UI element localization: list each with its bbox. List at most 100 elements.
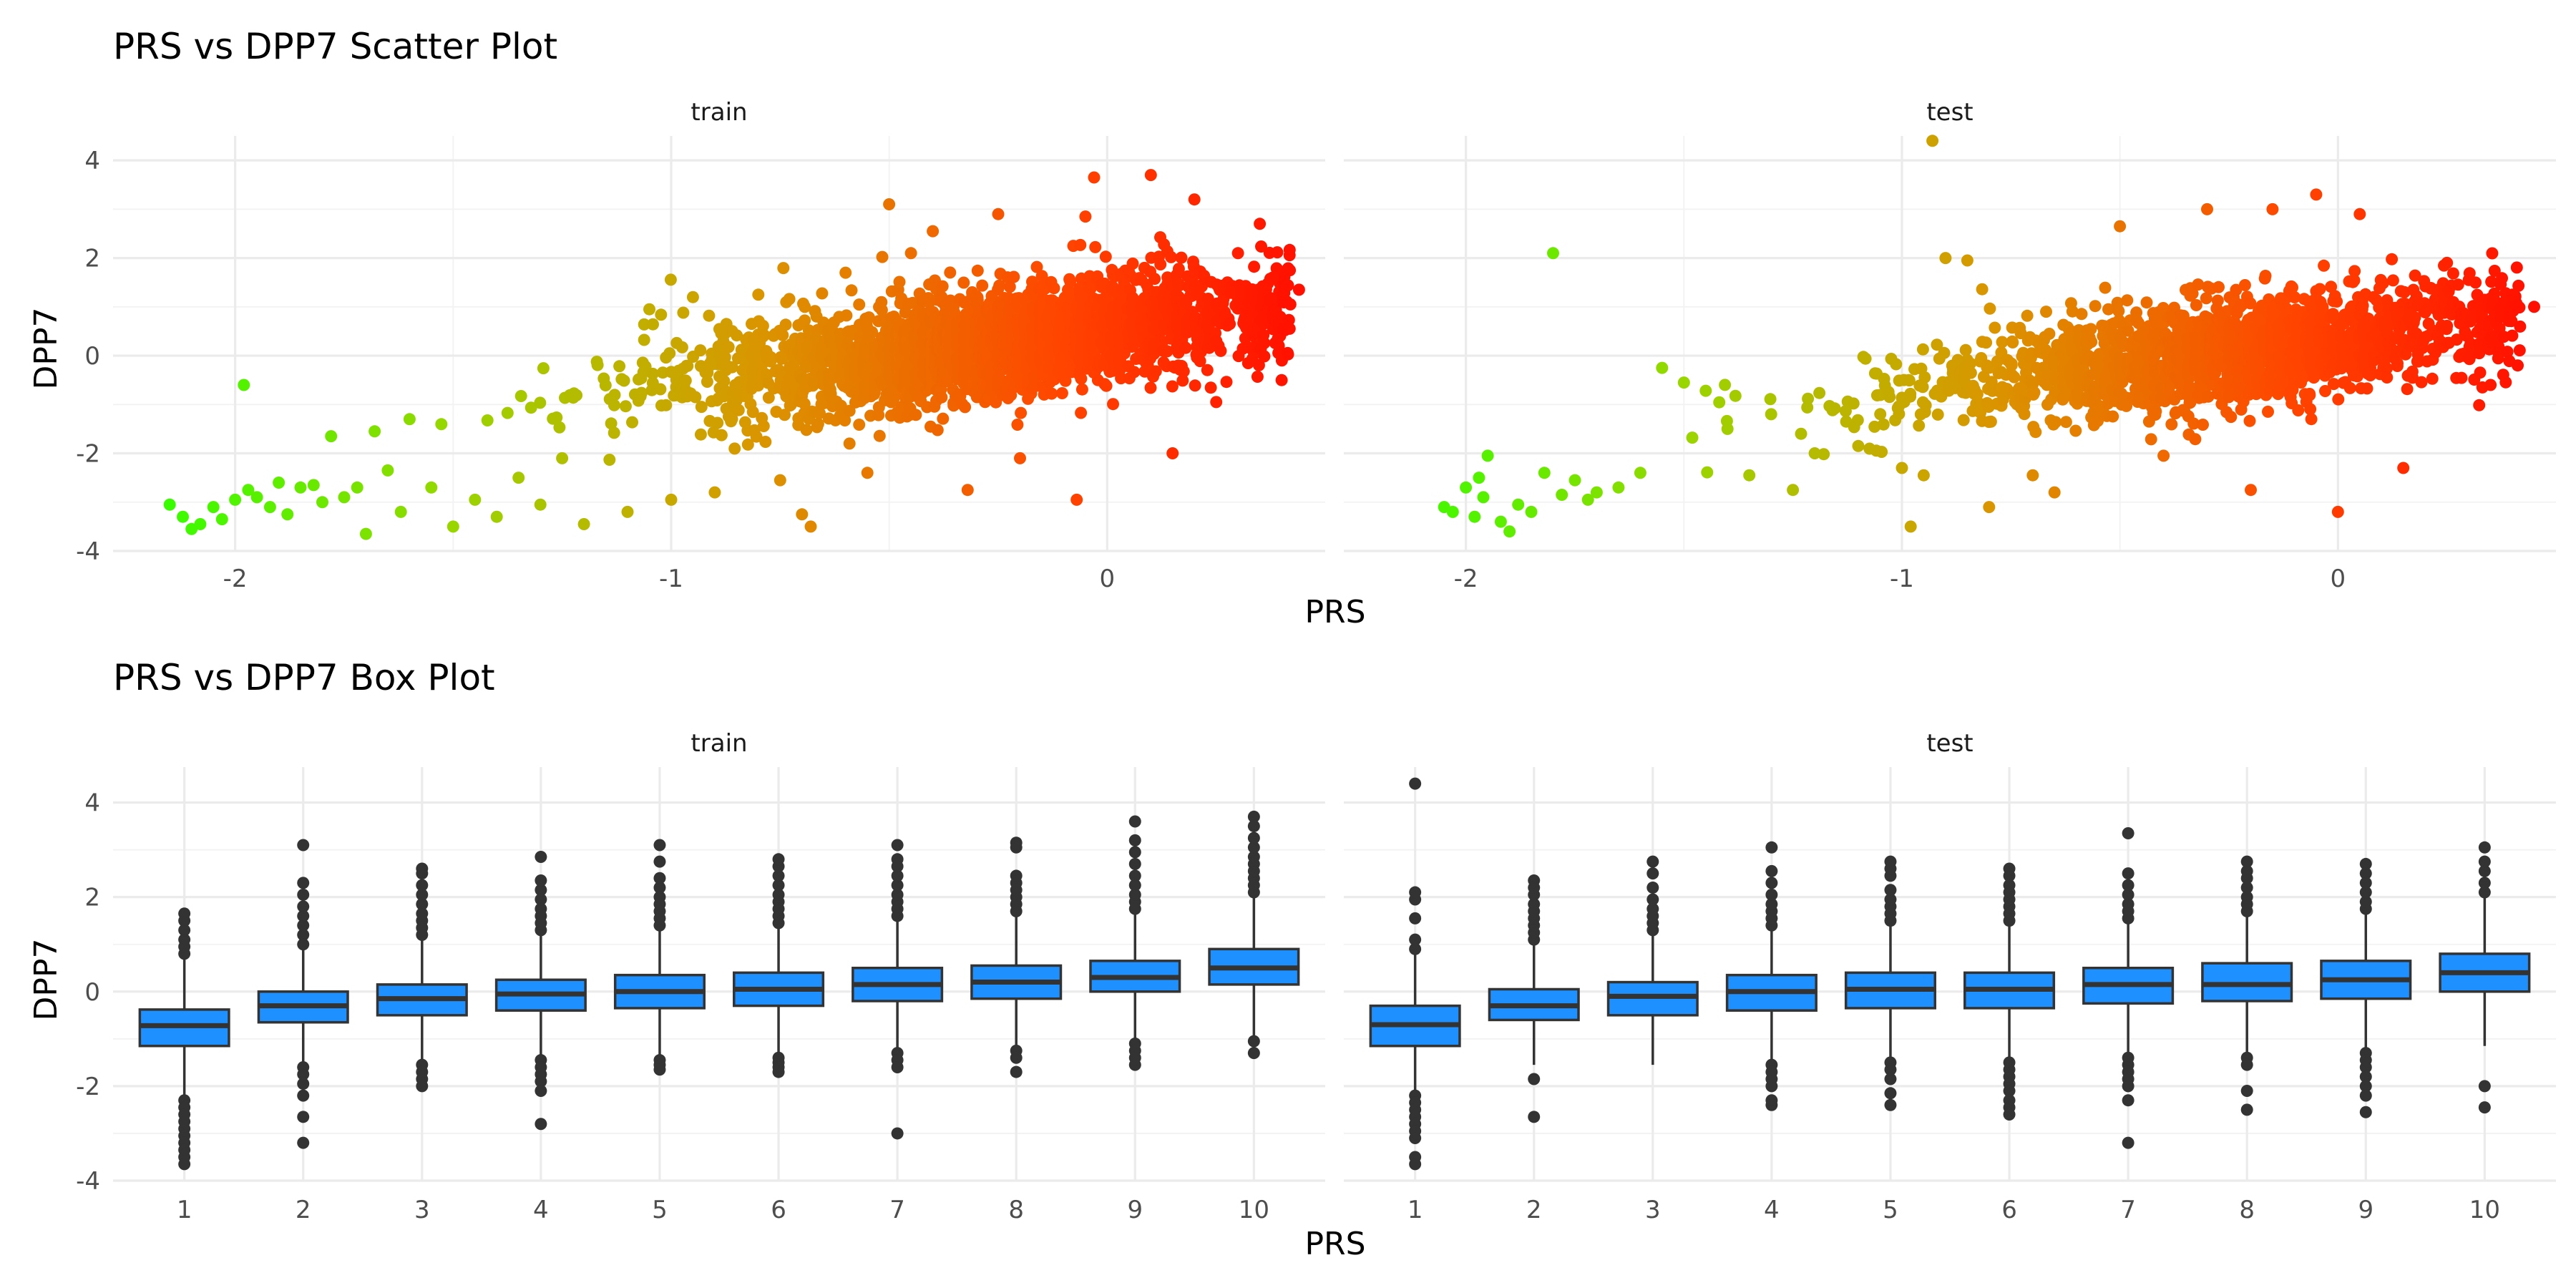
scatter-point: [1258, 337, 1271, 349]
box-outlier: [891, 853, 904, 866]
scatter-point: [1656, 361, 1669, 374]
box-strip-test: test: [1926, 729, 1973, 758]
box-outlier: [772, 853, 785, 866]
box-x-tick-label: 4: [533, 1196, 549, 1224]
scatter-point: [718, 374, 731, 387]
scatter-point: [1918, 371, 1931, 384]
scatter-point: [369, 425, 381, 438]
scatter-point: [2381, 371, 2394, 384]
box-y-tick-label: -4: [76, 1167, 100, 1196]
box-test-4: [1725, 841, 1818, 1111]
scatter-point: [2069, 424, 2082, 437]
scatter-point: [1099, 250, 1112, 263]
box-outlier: [1010, 1065, 1023, 1078]
scatter-point: [686, 291, 699, 303]
scatter-point: [927, 225, 940, 238]
scatter-point: [1214, 344, 1227, 357]
box-train-5: [613, 839, 706, 1076]
scatter-point: [177, 510, 189, 523]
scatter-point: [843, 437, 856, 450]
scatter-point: [1721, 422, 1734, 435]
scatter-point: [1166, 380, 1179, 393]
scatter-point: [525, 401, 537, 414]
scatter-point: [1890, 358, 1903, 371]
scatter-point: [758, 329, 771, 341]
scatter-point: [655, 308, 668, 321]
scatter-point: [1556, 489, 1568, 501]
scatter-point: [2099, 281, 2112, 294]
scatter-point: [1165, 250, 1178, 263]
scatter-point: [1913, 419, 1926, 432]
scatter-point: [325, 430, 338, 443]
scatter-point: [273, 477, 286, 489]
scatter-point: [2114, 220, 2127, 233]
scatter-point: [537, 362, 550, 375]
scatter-point: [1283, 322, 1296, 335]
scatter-point: [490, 510, 503, 523]
scatter-point: [746, 406, 759, 419]
box-outlier: [297, 839, 310, 852]
scatter-point: [777, 262, 790, 275]
box-outlier: [1128, 846, 1141, 859]
scatter-point: [1494, 515, 1507, 528]
scatter-point: [514, 390, 527, 402]
box-outlier: [535, 851, 547, 864]
box-train-9: [1089, 815, 1181, 1071]
scatter-point: [1686, 431, 1699, 444]
scatter-point: [2043, 328, 2056, 340]
scatter-point: [1538, 467, 1551, 479]
scatter-point: [1144, 169, 1157, 182]
scatter-point: [635, 386, 648, 399]
scatter-point: [2259, 270, 2272, 282]
scatter-point: [229, 493, 242, 506]
box-outlier: [1646, 881, 1659, 894]
scatter-point: [1701, 466, 1714, 479]
box-x-tick-label: 9: [1127, 1196, 1143, 1224]
scatter-point: [976, 279, 989, 292]
scatter-point: [1084, 282, 1097, 295]
scatter-point: [1254, 218, 1267, 230]
box-outlier: [2478, 855, 2491, 868]
scatter-point: [1189, 379, 1201, 392]
scatter-point: [853, 298, 866, 311]
scatter-point: [798, 397, 811, 410]
scatter-point: [2332, 393, 2345, 406]
box-outlier: [1010, 869, 1023, 882]
scatter-x-tick-label: -2: [223, 565, 248, 593]
scatter-point: [804, 520, 817, 533]
scatter-point: [307, 479, 320, 492]
scatter-point: [779, 318, 792, 331]
scatter-point: [1194, 355, 1206, 368]
scatter-point: [1089, 240, 1102, 253]
box-outlier: [653, 839, 666, 852]
scatter-x-tick-label: 0: [2331, 565, 2346, 593]
scatter-point: [2040, 306, 2052, 318]
scatter-point: [621, 505, 634, 518]
scatter-point: [1059, 374, 1072, 387]
scatter-point: [534, 396, 547, 409]
scatter-point: [2026, 469, 2039, 482]
plot-marks: [138, 135, 2540, 1171]
scatter-point: [728, 442, 741, 455]
scatter-x-tick-label: 0: [1100, 565, 1116, 593]
scatter-y-tick-label: 4: [84, 147, 100, 175]
scatter-point: [1765, 408, 1777, 421]
scatter-point: [1074, 238, 1087, 251]
scatter-point: [1512, 498, 1525, 511]
box-y-axis-label: DPP7: [28, 939, 64, 1021]
scatter-point: [840, 309, 853, 322]
scatter-point: [638, 318, 650, 331]
scatter-point: [1961, 254, 1974, 267]
box-outlier: [297, 900, 310, 913]
scatter-point: [811, 417, 824, 430]
scatter-point: [992, 208, 1005, 220]
scatter-point: [935, 391, 948, 404]
scatter-point: [654, 383, 667, 396]
scatter-point: [2165, 418, 2178, 431]
scatter-point: [1201, 364, 1214, 376]
scatter-point: [1903, 374, 1916, 387]
box-train-4: [494, 851, 587, 1131]
scatter-point: [1460, 481, 1473, 494]
scatter-point: [1284, 298, 1297, 311]
scatter-point: [764, 351, 777, 364]
